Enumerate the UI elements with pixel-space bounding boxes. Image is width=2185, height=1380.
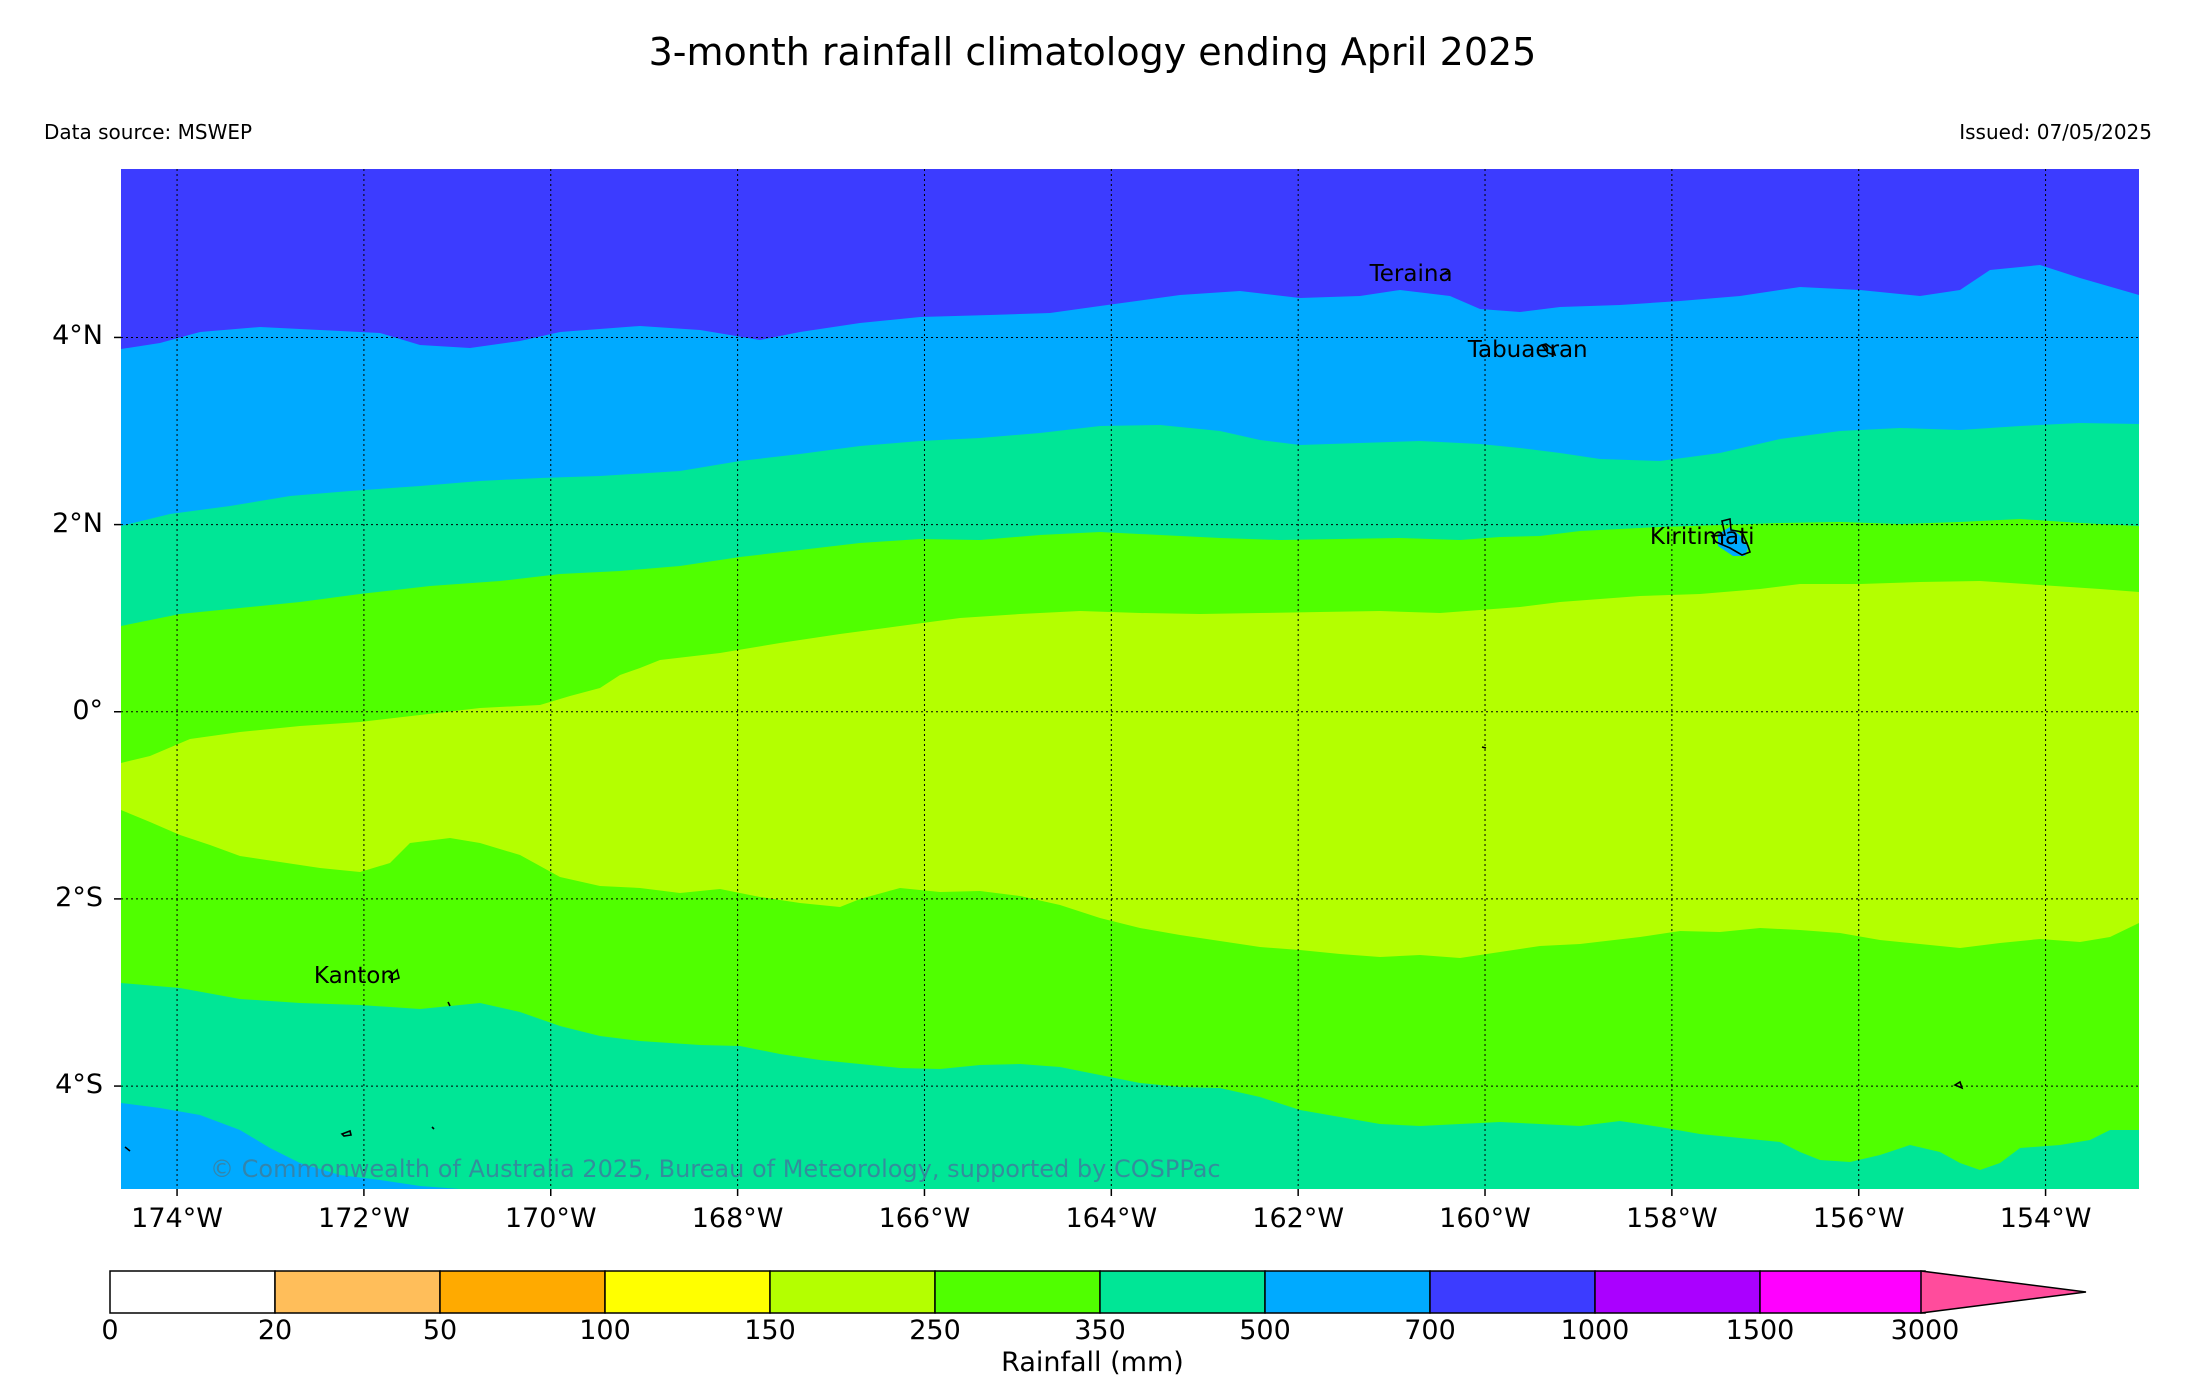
lon-tick-label: 160°W — [1439, 1203, 1531, 1234]
islet-outline — [431, 1126, 435, 1130]
colorbar-tick-label: 20 — [257, 1315, 293, 1346]
colorbar-tick-label: 3000 — [1890, 1315, 1960, 1346]
colorbar-tick-label: 150 — [744, 1315, 796, 1346]
colorbar-cell — [274, 1270, 441, 1314]
colorbar-tick-label: 350 — [1074, 1315, 1126, 1346]
lon-tick-label: 172°W — [318, 1203, 410, 1234]
kanton-outline — [387, 968, 400, 981]
enderbury-outline — [447, 1001, 451, 1007]
colorbar-tick-label: 50 — [422, 1315, 458, 1346]
map-title: 3-month rainfall climatology ending Apri… — [648, 30, 1537, 74]
colorbar-tick-label: 1000 — [1560, 1315, 1630, 1346]
copyright-notice: © Commonwealth of Australia 2025, Bureau… — [210, 1155, 1221, 1183]
colorbar-tick-label: 100 — [579, 1315, 631, 1346]
issued-date-label: Issued: 07/05/2025 — [1959, 120, 2152, 144]
rainfall-contours — [121, 169, 2139, 1189]
lon-tick-label: 174°W — [131, 1203, 223, 1234]
colorbar-tick-label: 250 — [909, 1315, 961, 1346]
lon-tick-label: 168°W — [691, 1203, 784, 1234]
lon-tick-label: 166°W — [878, 1203, 971, 1234]
colorbar-cell — [1264, 1270, 1431, 1314]
colorbar-cell — [1594, 1270, 1761, 1314]
place-label: Kanton — [313, 962, 395, 989]
map-gridlines — [121, 169, 2139, 1189]
lon-tick-label: 164°W — [1065, 1203, 1158, 1234]
lon-tick-label: 158°W — [1625, 1203, 1718, 1234]
band-350-500-south — [121, 983, 2139, 1189]
place-label: Tabuaeran — [1467, 336, 1588, 363]
colorbar-tick-label: 1500 — [1725, 1315, 1795, 1346]
islet-west-outline — [124, 1146, 131, 1152]
colorbar-cell — [604, 1270, 771, 1314]
teraina-outline — [1439, 269, 1451, 277]
colorbar-cell — [1759, 1270, 1926, 1314]
colorbar — [109, 1270, 2087, 1314]
lat-tick-label: 2°S — [55, 881, 103, 913]
tabuaeran-outline — [1540, 343, 1557, 357]
lat-tick-label: 2°N — [52, 507, 103, 539]
colorbar-cell — [934, 1270, 1101, 1314]
lon-tick-label: 170°W — [504, 1203, 597, 1234]
colorbar-cell — [1429, 1270, 1596, 1314]
lat-tick-label: 4°S — [55, 1069, 103, 1101]
axis-ticks — [114, 336, 2047, 1196]
place-label: Kiritimati — [1649, 523, 1755, 550]
data-source-label: Data source: MSWEP — [44, 120, 253, 144]
band-500-700-south — [121, 1103, 460, 1189]
place-label: Teraina — [1369, 260, 1453, 287]
lon-tick-label: 154°W — [1999, 1203, 2092, 1234]
colorbar-cell — [109, 1270, 276, 1314]
colorbar-cell — [439, 1270, 606, 1314]
birnie-outline — [340, 1129, 352, 1137]
jarvis-outline — [1953, 1080, 1964, 1090]
colorbar-cell — [769, 1270, 936, 1314]
colorbar-extend-arrow — [1920, 1270, 2087, 1314]
lon-tick-label: 162°W — [1252, 1203, 1345, 1234]
colorbar-tick-label: 700 — [1404, 1315, 1456, 1346]
island-outlines — [124, 269, 1964, 1152]
lon-tick-label: 156°W — [1812, 1203, 1905, 1234]
lat-tick-label: 0° — [72, 694, 103, 726]
colorbar-cells — [109, 1270, 1926, 1314]
lat-tick-label: 4°N — [52, 320, 103, 352]
colorbar-cell — [1099, 1270, 1266, 1314]
colorbar-tick-label: 500 — [1239, 1315, 1291, 1346]
kiritimati-outline — [1710, 517, 1752, 556]
malden-outline — [1481, 746, 1487, 749]
colorbar-tick-label: 0 — [101, 1315, 119, 1346]
colorbar-label: Rainfall (mm) — [1001, 1347, 1184, 1378]
